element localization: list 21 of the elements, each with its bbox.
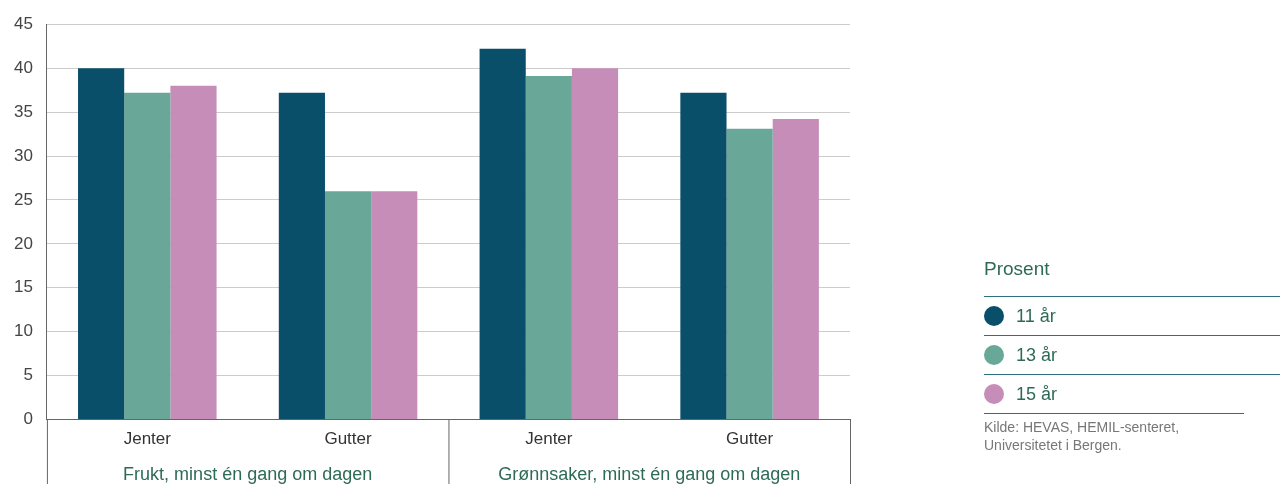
legend-title: Prosent bbox=[984, 258, 1051, 280]
y-tick-label: 10 bbox=[13, 321, 33, 341]
legend-label: 11 år bbox=[984, 296, 1280, 335]
text: Grønnsaker, minst én gang om dagen bbox=[498, 463, 801, 484]
text: Frukt, minst én gang om dagen bbox=[123, 463, 373, 484]
y-tick-label: 40 bbox=[13, 57, 33, 77]
y-tick-label: 30 bbox=[13, 145, 33, 165]
y-tick-label: 25 bbox=[13, 189, 33, 209]
legend-label: 15 år bbox=[984, 374, 1280, 413]
x-tick-label: Jenter bbox=[525, 429, 573, 449]
y-tick-label: 15 bbox=[13, 277, 33, 297]
x-tick-label: Jenter bbox=[123, 429, 172, 449]
y-tick-label: 20 bbox=[13, 233, 33, 253]
y-tick-label: 5 bbox=[23, 365, 33, 385]
text: Kilde: HEVAS, HEMIL-senteret, Universitetet i Bergen. bbox=[984, 413, 1244, 454]
y-tick-label: 35 bbox=[13, 101, 33, 121]
x-tick-label: Gutter bbox=[324, 429, 373, 449]
y-tick-label: 0 bbox=[23, 409, 33, 429]
legend-label: 13 år bbox=[984, 335, 1280, 374]
x-tick-label: Gutter bbox=[725, 429, 774, 449]
y-tick-label: 45 bbox=[13, 13, 33, 33]
